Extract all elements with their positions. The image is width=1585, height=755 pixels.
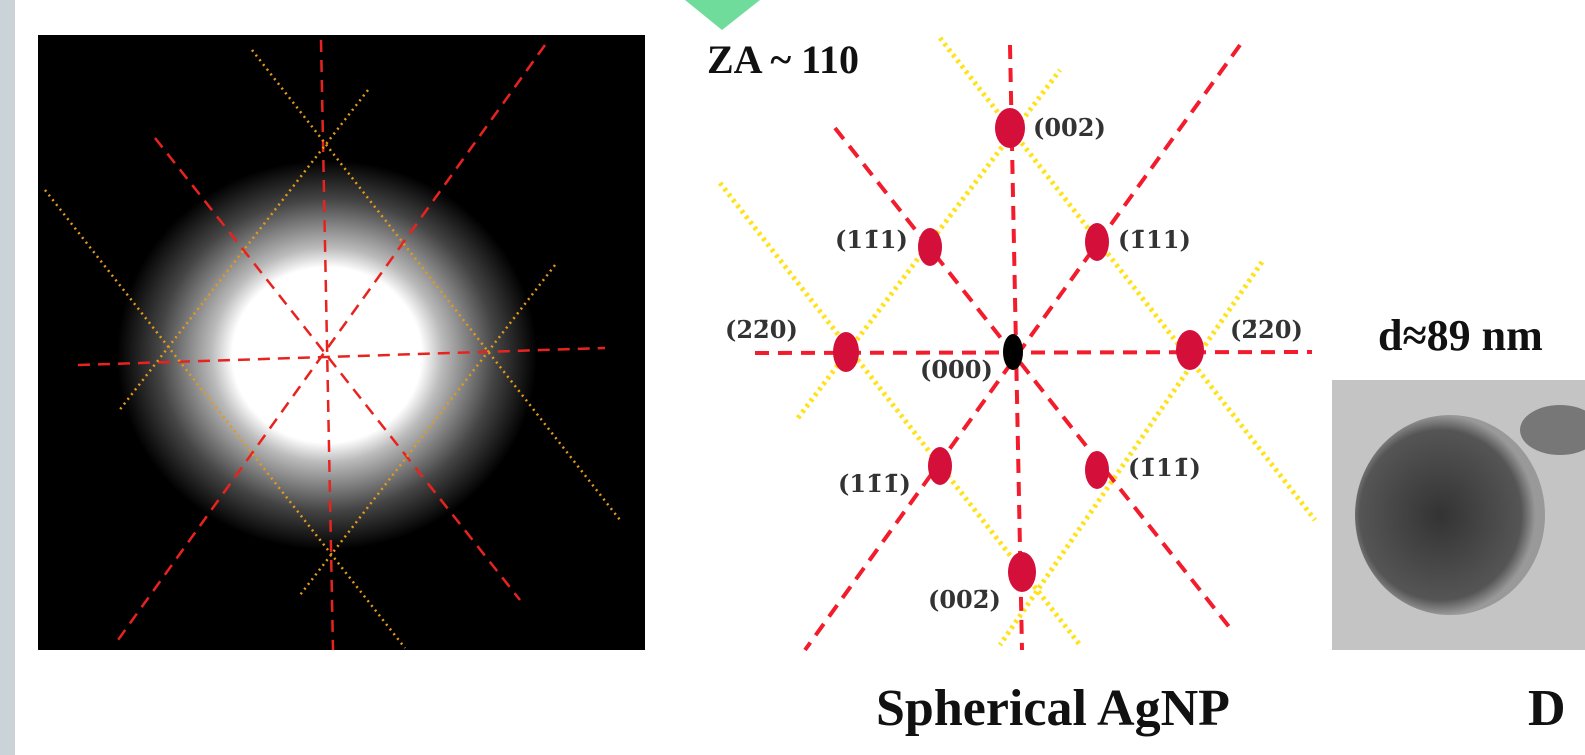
spot-label: (1̄11) — [1118, 225, 1191, 254]
pattern-diagram: (002) (11̄1) (1̄11) (22̄0) (2̄20) (000) … — [707, 37, 1315, 650]
spot-label: (22̄0) — [725, 315, 798, 344]
spot-label: (002̄) — [928, 585, 1001, 614]
spot-label: (1̄11̄) — [1128, 453, 1201, 482]
spot-label: (002) — [1033, 113, 1106, 142]
size-label: d≈89 nm — [1378, 311, 1543, 360]
diffraction-image — [38, 35, 645, 650]
spot-label: (11̄1) — [835, 225, 908, 254]
tem-image — [1332, 380, 1585, 650]
spot-label: (2̄20) — [1230, 315, 1303, 344]
slide: (002) (11̄1) (1̄11) (22̄0) (2̄20) (000) … — [0, 0, 1585, 755]
page: (002) (11̄1) (1̄11) (22̄0) (2̄20) (000) … — [0, 0, 1585, 755]
side-stripe — [0, 0, 15, 755]
marker — [685, 0, 760, 30]
caption: Spherical AgNP — [876, 680, 1230, 737]
zone-axis: ZA ~ 110 — [707, 37, 859, 82]
spot-label: (000) — [920, 355, 993, 384]
caption: D — [1528, 680, 1566, 737]
spot-label: (11̄1̄) — [838, 469, 911, 498]
